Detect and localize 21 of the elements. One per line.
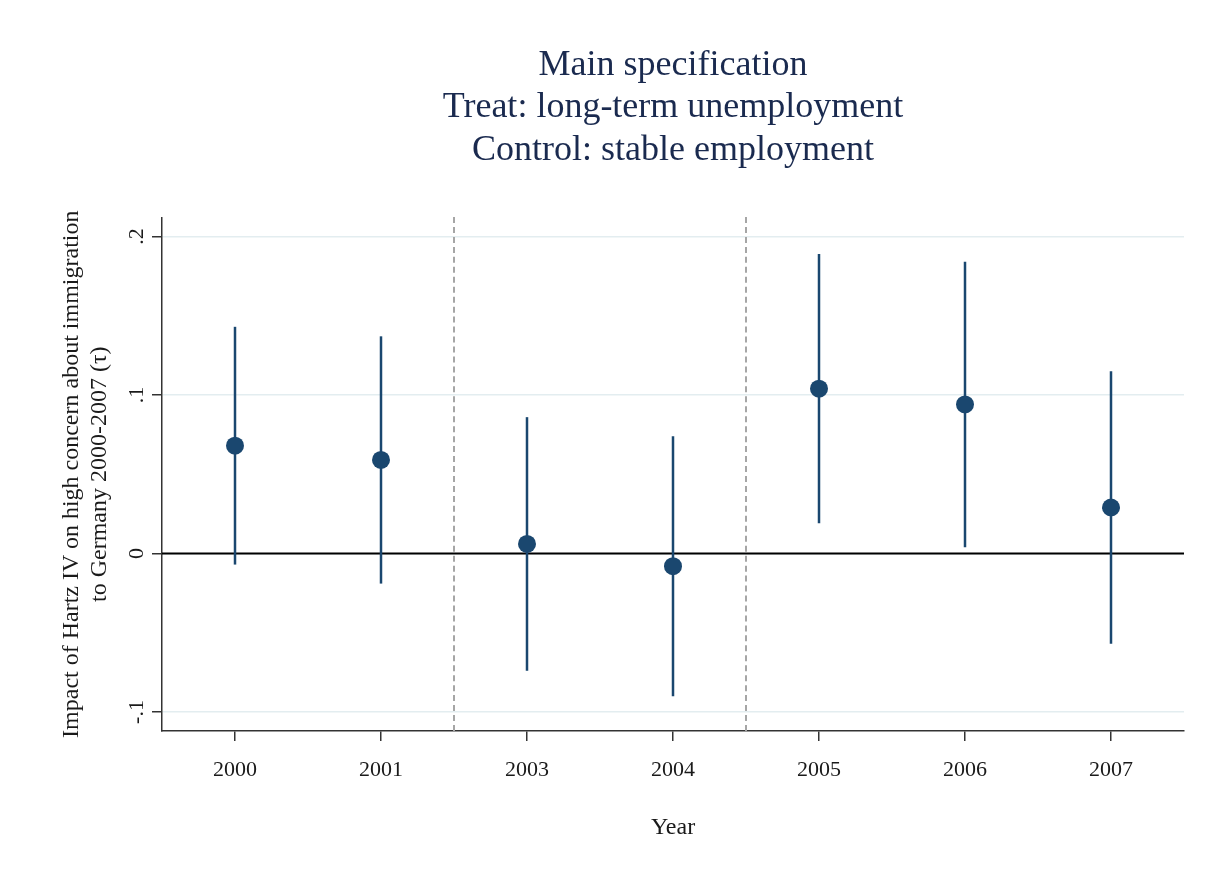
- x-axis-title: Year: [650, 812, 696, 839]
- y-axis-title: Impact of Hartz IV on high concern about immigration to Germany 2000-2007 (τ): [57, 210, 111, 738]
- x-tick-label: 2004: [651, 755, 695, 781]
- y-tick-label: .2: [123, 228, 148, 245]
- y-tick-label: -.1: [123, 700, 148, 724]
- x-tick-label: 2005: [797, 755, 841, 781]
- x-tick-label: 2000: [213, 755, 257, 781]
- point: [810, 379, 828, 398]
- point: [956, 395, 974, 414]
- y-tick-label: 0: [123, 547, 148, 559]
- chart-title: Main specification Treat: long-term unemployment Control: stable employment: [442, 42, 904, 168]
- x-tick-label: 2001: [359, 755, 403, 781]
- point: [664, 557, 682, 576]
- y-tick-label: .1: [123, 386, 148, 404]
- x-tick-label: 2006: [943, 755, 987, 781]
- point: [226, 436, 244, 455]
- point: [518, 534, 536, 553]
- x-tick-label: 2003: [505, 755, 549, 781]
- point: [372, 450, 390, 469]
- x-tick-label: 2007: [1089, 755, 1133, 781]
- point: [1102, 498, 1120, 517]
